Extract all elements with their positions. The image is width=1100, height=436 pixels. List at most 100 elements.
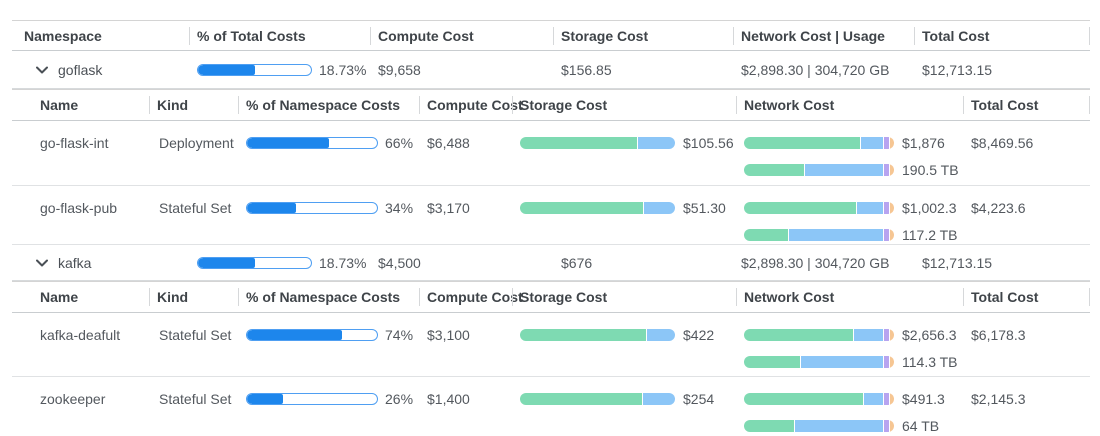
col-header-compute-cost: Compute Cost	[419, 90, 523, 120]
total-cost-value: $6,178.3	[971, 327, 1026, 343]
pct-total-value: 18.73%	[319, 254, 367, 271]
network-usage-bar	[744, 356, 894, 368]
storage-cost-value: $105.56	[683, 135, 734, 151]
col-header-storage-cost: Storage Cost	[512, 90, 736, 120]
network-usage-value: 190.5 TB	[902, 162, 959, 178]
compute-cost-value: $9,658	[378, 61, 421, 78]
cost-breakdown-table: Namespace % of Total Costs Compute Cost …	[12, 0, 1090, 436]
network-usage-bar	[744, 420, 894, 432]
network-cost-cell: $1,002.3 117.2 TB	[736, 186, 963, 243]
namespace-table-header: Namespace % of Total Costs Compute Cost …	[12, 20, 1090, 51]
pct-namespace-cell: 74%	[238, 313, 419, 343]
storage-cost-cell: $422	[512, 313, 736, 343]
storage-cost-value: $156.85	[561, 61, 612, 78]
storage-cost-bar	[520, 393, 675, 405]
workload-name: go-flask-int	[40, 135, 109, 151]
storage-cost-value: $51.30	[683, 200, 726, 216]
network-cost-value: $1,876	[902, 135, 945, 151]
compute-cost-value: $1,400	[427, 391, 470, 407]
chevron-down-icon[interactable]	[36, 259, 48, 267]
pct-total-bar	[197, 63, 312, 76]
pct-namespace-value: 34%	[385, 200, 414, 216]
network-usage-value: 64 TB	[902, 418, 940, 434]
network-cost-value: $1,002.3	[902, 200, 957, 216]
col-header-kind: Kind	[149, 282, 238, 312]
workload-table-header: Name Kind % of Namespace Costs Compute C…	[12, 281, 1090, 313]
pct-total-cell: 18.73%	[189, 255, 370, 271]
top-spacer	[12, 0, 1090, 20]
workload-row-go-flask-pub[interactable]: go-flask-pub Stateful Set 34% $3,170 $51…	[12, 186, 1090, 245]
total-cost-value: $2,145.3	[971, 391, 1026, 407]
workload-name: kafka-deafult	[40, 327, 121, 343]
storage-cost-cell: $254	[512, 377, 736, 407]
network-cost-usage-value: $2,898.30 | 304,720 GB	[741, 61, 890, 78]
workload-name: zookeeper	[40, 391, 106, 407]
pct-total-value: 18.73%	[319, 61, 367, 78]
namespace-row-goflask[interactable]: goflask 18.73% $9,658 $156.85 $2,898.30 …	[12, 51, 1090, 89]
col-header-compute-cost: Compute Cost	[419, 282, 523, 312]
namespace-name: goflask	[58, 61, 103, 78]
network-cost-value: $491.3	[902, 391, 945, 407]
col-header-network-cost: Network Cost	[736, 282, 963, 312]
col-header-total-cost: Total Cost	[963, 282, 1090, 312]
pct-total-cell: 18.73%	[189, 62, 370, 78]
col-header-pct-namespace-costs: % of Namespace Costs	[238, 90, 419, 120]
network-usage-value: 114.3 TB	[902, 354, 958, 370]
namespace-row-kafka[interactable]: kafka 18.73% $4,500 $676 $2,898.30 | 304…	[12, 245, 1090, 281]
col-header-compute-cost: Compute Cost	[370, 21, 553, 50]
namespace-name-cell: goflask	[12, 62, 189, 78]
total-cost-value: $12,713.15	[922, 61, 993, 78]
pct-namespace-bar	[246, 202, 378, 214]
workload-kind: Stateful Set	[159, 200, 232, 216]
col-header-storage-cost: Storage Cost	[512, 282, 736, 312]
total-cost-value: $8,469.56	[971, 135, 1034, 151]
pct-namespace-bar	[246, 329, 378, 341]
network-cost-bar	[744, 137, 894, 149]
network-cost-bar	[744, 329, 894, 341]
workload-name: go-flask-pub	[40, 200, 118, 216]
storage-cost-cell: $105.56	[512, 121, 736, 151]
storage-cost-value: $422	[683, 327, 715, 343]
pct-namespace-bar	[246, 137, 378, 149]
col-header-kind: Kind	[149, 90, 238, 120]
network-cost-cell: $1,876 190.5 TB	[736, 121, 963, 178]
workload-kind: Stateful Set	[159, 391, 232, 407]
workload-row-go-flask-int[interactable]: go-flask-int Deployment 66% $6,488 $105.…	[12, 121, 1090, 186]
network-usage-bar	[744, 229, 894, 241]
network-cost-cell: $2,656.3 114.3 TB	[736, 313, 963, 370]
col-header-network-cost-usage: Network Cost | Usage	[733, 21, 914, 50]
pct-namespace-cell: 66%	[238, 121, 419, 151]
storage-cost-cell: $51.30	[512, 186, 736, 216]
col-header-total-cost: Total Cost	[963, 90, 1090, 120]
namespace-name: kafka	[58, 254, 92, 271]
col-header-namespace: Namespace	[24, 27, 102, 44]
network-cost-value: $2,656.3	[902, 327, 957, 343]
col-header-pct-total-costs: % of Total Costs	[189, 21, 370, 50]
namespace-name-cell: kafka	[12, 255, 189, 271]
col-header-total-cost: Total Cost	[914, 21, 1090, 50]
chevron-down-icon[interactable]	[36, 66, 48, 74]
col-header-pct-namespace-costs: % of Namespace Costs	[238, 282, 419, 312]
compute-cost-value: $3,100	[427, 327, 470, 343]
workload-kind: Stateful Set	[159, 327, 232, 343]
total-cost-value: $12,713.15	[922, 254, 993, 271]
workload-kind: Deployment	[159, 135, 234, 151]
compute-cost-value: $6,488	[427, 135, 470, 151]
pct-namespace-bar	[246, 393, 378, 405]
workload-row-zookeeper[interactable]: zookeeper Stateful Set 26% $1,400 $254 $…	[12, 377, 1090, 436]
pct-namespace-cell: 26%	[238, 377, 419, 407]
storage-cost-bar	[520, 329, 675, 341]
total-cost-value: $4,223.6	[971, 200, 1026, 216]
workload-row-kafka-deafult[interactable]: kafka-deafult Stateful Set 74% $3,100 $4…	[12, 313, 1090, 377]
storage-cost-bar	[520, 137, 675, 149]
col-header-storage-cost: Storage Cost	[553, 21, 733, 50]
pct-namespace-value: 26%	[385, 391, 414, 407]
compute-cost-value: $3,170	[427, 200, 470, 216]
pct-namespace-cell: 34%	[238, 186, 419, 216]
workload-table-header: Name Kind % of Namespace Costs Compute C…	[12, 89, 1090, 121]
col-header-name: Name	[40, 289, 79, 305]
network-cost-cell: $491.3 64 TB	[736, 377, 963, 434]
pct-namespace-value: 74%	[385, 327, 414, 343]
network-usage-value: 117.2 TB	[902, 227, 958, 243]
storage-cost-bar	[520, 202, 675, 214]
